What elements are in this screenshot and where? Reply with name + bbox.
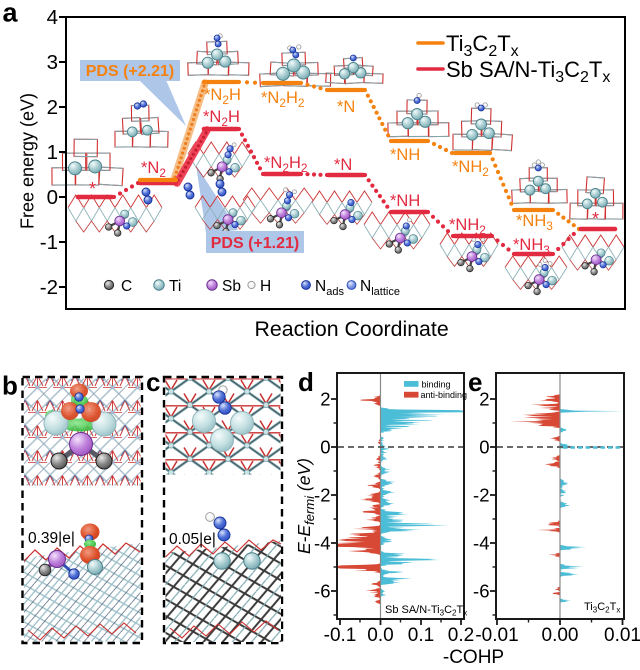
svg-text:C: C: [121, 278, 132, 295]
svg-text:0: 0: [320, 437, 330, 458]
svg-text:0.1: 0.1: [408, 625, 434, 646]
svg-text:*: *: [592, 209, 599, 229]
svg-text:-4: -4: [473, 533, 489, 554]
svg-text:Free energy (eV): Free energy (eV): [18, 93, 38, 229]
svg-text:*N: *N: [334, 156, 352, 174]
svg-text:0.01: 0.01: [604, 625, 640, 646]
svg-text:e: e: [468, 367, 482, 397]
svg-text:*N2: *N2: [141, 159, 166, 180]
svg-text:b: b: [2, 371, 18, 401]
svg-text:*N: *N: [337, 98, 355, 116]
svg-text:2: 2: [479, 389, 489, 410]
svg-text:*NH2: *NH2: [449, 216, 486, 237]
svg-text:*: *: [89, 179, 96, 199]
svg-text:-4: -4: [314, 533, 330, 554]
svg-text:d: d: [298, 367, 314, 397]
svg-text:-6: -6: [314, 581, 330, 602]
svg-text:Ti: Ti: [169, 278, 181, 295]
svg-text:0: 0: [479, 437, 489, 458]
svg-text:anti-binding: anti-binding: [421, 390, 468, 400]
svg-text:0.2: 0.2: [448, 625, 474, 646]
svg-text:Ti3C2Tx: Ti3C2Tx: [446, 31, 519, 60]
svg-text:E-Efermi (eV): E-Efermi (eV): [294, 458, 317, 554]
svg-text:1: 1: [47, 141, 58, 164]
svg-text:*N2H: *N2H: [204, 86, 241, 107]
svg-text:Sb SA/N-Ti3C2Tx: Sb SA/N-Ti3C2Tx: [385, 604, 467, 618]
svg-text:-2: -2: [40, 276, 58, 299]
svg-text:*NH3: *NH3: [516, 212, 553, 233]
svg-text:-0.1: -0.1: [324, 625, 357, 646]
svg-text:-1: -1: [40, 231, 58, 254]
svg-text:2: 2: [320, 389, 330, 410]
svg-text:PDS (+1.21): PDS (+1.21): [211, 235, 299, 252]
svg-text:-0.01: -0.01: [475, 625, 518, 646]
svg-text:0.39|e|: 0.39|e|: [28, 530, 75, 547]
svg-text:2: 2: [47, 96, 58, 119]
svg-text:0.05|e|: 0.05|e|: [169, 531, 216, 548]
svg-text:-2: -2: [473, 485, 489, 506]
svg-text:*NH3: *NH3: [513, 236, 550, 257]
svg-text:a: a: [3, 0, 19, 28]
svg-text:c: c: [146, 367, 160, 397]
svg-text:Reaction Coordinate: Reaction Coordinate: [255, 317, 449, 341]
svg-text:binding: binding: [422, 380, 451, 390]
svg-text:0.00: 0.00: [542, 625, 579, 646]
svg-text:*N2H: *N2H: [203, 108, 240, 129]
svg-text:3: 3: [47, 51, 58, 74]
svg-text:Sb: Sb: [222, 278, 241, 295]
svg-text:Ti3C2Tx: Ti3C2Tx: [584, 601, 620, 615]
svg-text:-COHP: -COHP: [443, 647, 504, 668]
svg-text:*N2H2: *N2H2: [264, 154, 308, 175]
svg-text:4: 4: [47, 6, 58, 29]
svg-text:H: H: [260, 278, 271, 295]
svg-text:PDS (+2.21): PDS (+2.21): [86, 63, 174, 80]
svg-text:-6: -6: [473, 581, 489, 602]
svg-text:-2: -2: [314, 485, 330, 506]
svg-text:0.0: 0.0: [367, 625, 393, 646]
svg-text:*NH2: *NH2: [452, 158, 489, 179]
svg-text:0: 0: [47, 186, 58, 209]
svg-text:*NH: *NH: [390, 192, 420, 210]
svg-text:*N2H2: *N2H2: [261, 89, 305, 110]
svg-text:*NH: *NH: [390, 146, 420, 164]
